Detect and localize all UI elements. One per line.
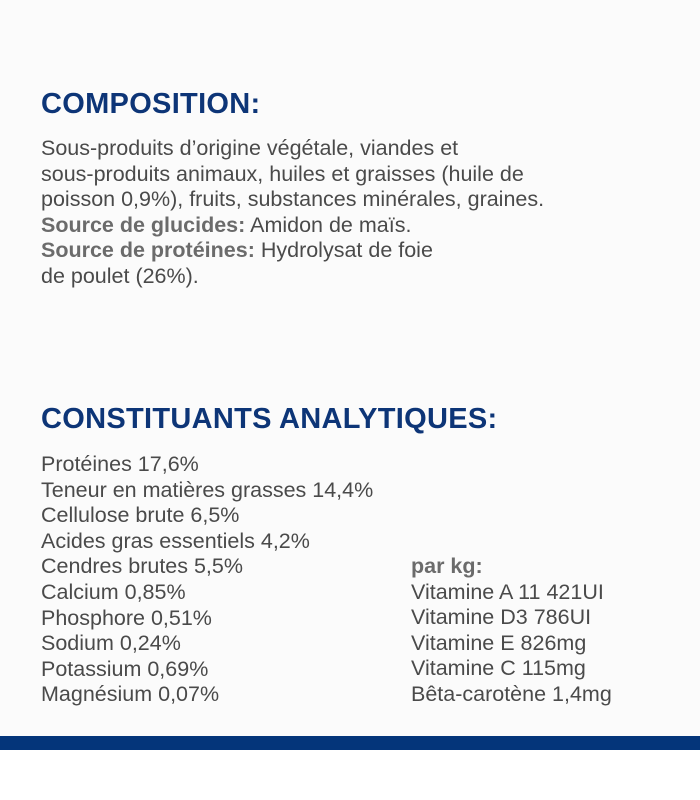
composition-line: poisson 0,9%), fruits, substances minéra… xyxy=(41,187,545,211)
analytical-item: Sodium 0,24% xyxy=(41,631,181,656)
analytical-title: CONSTITUANTS ANALYTIQUES: xyxy=(41,403,498,435)
vitamin-item: Vitamine D3 786UI xyxy=(411,605,592,630)
composition-title: COMPOSITION: xyxy=(41,88,261,120)
vitamin-item: Vitamine E 826mg xyxy=(411,630,587,655)
vitamin-item: Bêta-carotène 1,4mg xyxy=(411,681,612,706)
footer-band xyxy=(0,736,700,750)
analytical-item: Cellulose brute 6,5% xyxy=(41,503,240,528)
background-panel xyxy=(0,0,700,736)
vitamin-item: Vitamine A 11 421UI xyxy=(411,579,604,604)
analytical-item: Acides gras essentiels 4,2% xyxy=(41,528,310,553)
per-kg-label: par kg: xyxy=(411,554,483,578)
protein-source-cont: de poulet (26%). xyxy=(41,263,199,288)
analytical-item: Potassium 0,69% xyxy=(41,656,209,681)
protein-source: Source de protéines: Hydrolysat de foie xyxy=(41,238,544,264)
carb-source-label: Source de glucides: xyxy=(41,212,246,237)
analytical-left-list: Protéines 17,6% Teneur en matières grass… xyxy=(41,452,373,708)
carb-source-value: Amidon de maïs. xyxy=(245,212,412,237)
vitamins-list: par kg: Vitamine A 11 421UI Vitamine D3 … xyxy=(411,554,612,708)
protein-source-label: Source de protéines: xyxy=(41,238,255,262)
analytical-item: Teneur en matières grasses 14,4% xyxy=(41,477,374,502)
analytical-item: Cendres brutes 5,5% xyxy=(41,554,243,579)
analytical-item: Protéines 17,6% xyxy=(41,452,199,476)
analytical-item: Magnésium 0,07% xyxy=(41,682,220,707)
protein-source-value: Hydrolysat de foie xyxy=(254,238,433,262)
vitamin-item: Vitamine C 115mg xyxy=(411,656,586,681)
analytical-item: Calcium 0,85% xyxy=(41,579,186,604)
composition-text: Sous-produits d’origine végétale, viande… xyxy=(41,136,544,289)
analytical-item: Phosphore 0,51% xyxy=(41,605,212,630)
composition-line: sous-produits animaux, huiles et graisse… xyxy=(41,161,524,186)
composition-line: Sous-produits d’origine végétale, viande… xyxy=(41,136,459,160)
carb-source: Source de glucides: Amidon de maïs. xyxy=(41,213,544,239)
